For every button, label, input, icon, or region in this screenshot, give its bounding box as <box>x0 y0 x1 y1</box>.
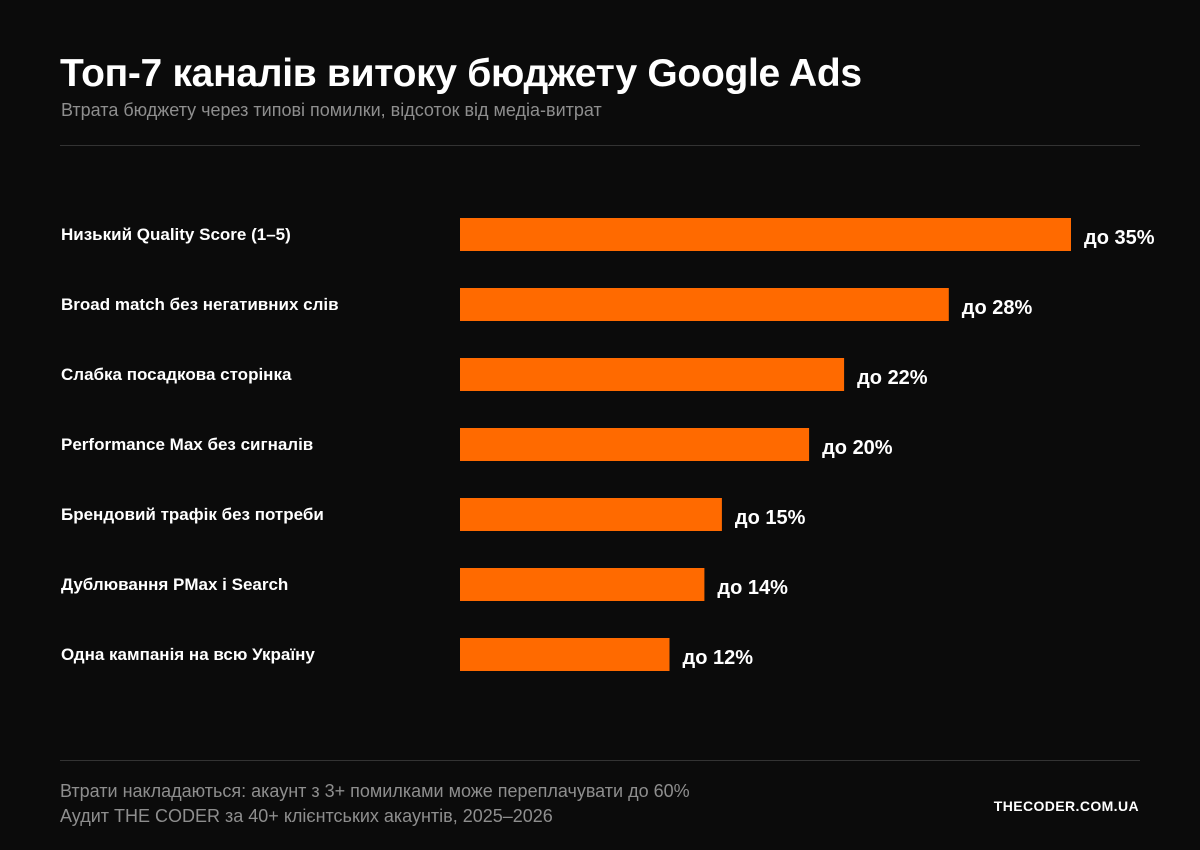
bar <box>460 358 845 391</box>
bar <box>460 498 722 531</box>
category-label: Broad match без негативних слів <box>61 295 339 314</box>
category-label: Низький Quality Score (1–5) <box>61 225 291 244</box>
bar <box>460 218 1071 251</box>
footer-note: Втрати накладаються: акаунт з 3+ помилка… <box>60 781 690 801</box>
category-label: Одна кампанія на всю Україну <box>61 645 315 664</box>
footer-divider <box>60 760 1140 761</box>
value-label: до 28% <box>962 297 1033 319</box>
value-label: до 20% <box>822 437 893 459</box>
category-label: Performance Max без сигналів <box>61 435 313 454</box>
value-label: до 15% <box>735 507 806 529</box>
chart-subtitle: Втрата бюджету через типові помилки, від… <box>61 100 602 120</box>
value-label: до 35% <box>1084 227 1155 249</box>
footer-source: Аудит THE CODER за 40+ клієнтських акаун… <box>60 806 553 826</box>
value-label: до 14% <box>717 577 788 599</box>
header-divider <box>60 145 1140 146</box>
chart-title: Топ-7 каналів витоку бюджету Google Ads <box>60 52 862 95</box>
category-label: Слабка посадкова сторінка <box>61 365 292 384</box>
category-label: Дублювання PMax і Search <box>61 575 288 594</box>
category-label: Брендовий трафік без потреби <box>61 505 324 524</box>
bar <box>460 638 670 671</box>
bar <box>460 568 705 601</box>
brand-link[interactable]: THECODER.COM.UA <box>993 798 1139 814</box>
value-label: до 22% <box>857 367 928 389</box>
bar-chart: Низький Quality Score (1–5) до 35% Broad m… <box>61 218 1155 671</box>
bar <box>460 288 949 321</box>
value-label: до 12% <box>683 647 754 669</box>
bar <box>460 428 810 461</box>
